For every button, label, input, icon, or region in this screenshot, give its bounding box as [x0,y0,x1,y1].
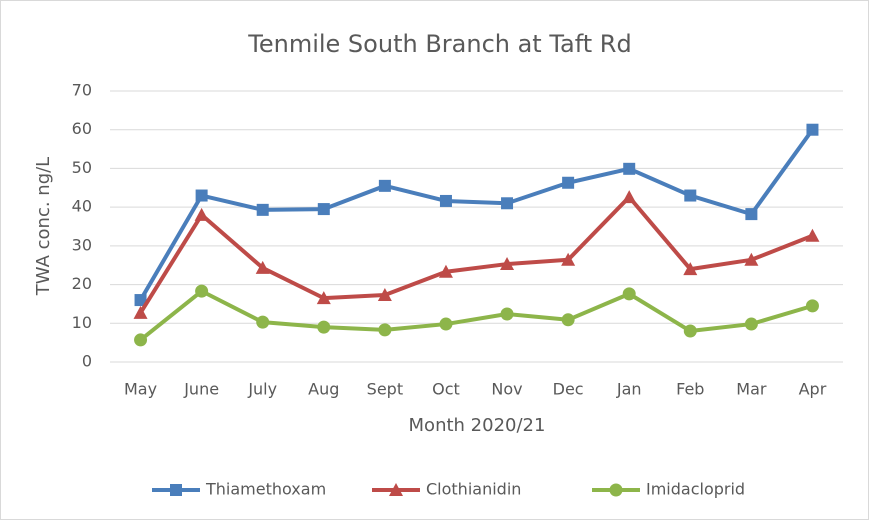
marker [500,257,515,271]
marker [745,208,758,221]
series-line [138,128,815,302]
marker [439,317,453,331]
marker [439,194,452,207]
x-tick-label: Nov [491,380,522,399]
marker [623,162,636,175]
marker [316,291,331,305]
x-axis-label: Month 2020/21 [409,415,546,436]
marker [438,264,453,278]
marker [805,228,820,242]
x-tick-label: Feb [676,380,704,399]
marker [317,203,330,216]
y-axis-label: TWA conc. ng/L [33,157,54,296]
chart-title: Tenmile South Branch at Taft Rd [247,30,631,58]
y-tick-label: 10 [72,313,92,332]
marker [317,320,331,334]
legend-marker [389,483,403,496]
x-tick-label: Apr [799,380,827,399]
marker [378,323,392,337]
marker [133,305,148,319]
marker [806,123,819,136]
marker [134,294,147,307]
y-tick-label: 0 [82,352,92,371]
legend-label: Clothianidin [426,480,521,499]
x-tick-label: Oct [432,380,460,399]
x-tick-label: Jan [616,380,642,399]
marker [195,284,209,298]
legend-marker [609,483,623,497]
marker [622,190,637,204]
series-line [139,289,814,342]
marker [683,262,698,276]
y-tick-label: 50 [72,158,92,177]
y-tick-label: 30 [72,235,92,254]
x-tick-label: Sept [367,380,403,399]
legend-label: Imidacloprid [646,480,745,499]
x-tick-label: May [124,380,157,399]
marker [194,207,209,221]
marker [255,260,270,274]
marker [195,189,208,202]
marker [378,179,391,192]
marker [562,176,575,189]
marker [561,252,576,266]
x-tick-label: June [183,380,219,399]
marker [134,333,148,347]
legend-marker [170,484,182,496]
marker [377,288,392,302]
marker [684,189,697,202]
marker [256,315,270,329]
legend-label: Thiamethoxam [205,480,326,499]
x-tick-label: Mar [736,380,767,399]
y-tick-label: 20 [72,274,92,293]
y-tick-label: 40 [72,197,92,216]
marker [683,324,697,338]
marker [744,252,759,266]
x-tick-label: Aug [308,380,339,399]
marker [805,299,819,313]
x-tick-label: Dec [553,380,584,399]
marker [744,317,758,331]
marker [501,197,514,210]
y-tick-label: 70 [72,81,92,100]
marker [622,287,636,301]
y-tick-label: 60 [72,119,92,138]
marker [256,203,269,216]
marker [500,307,514,321]
x-tick-label: July [247,380,277,399]
series-line [138,195,814,314]
marker [561,313,575,327]
